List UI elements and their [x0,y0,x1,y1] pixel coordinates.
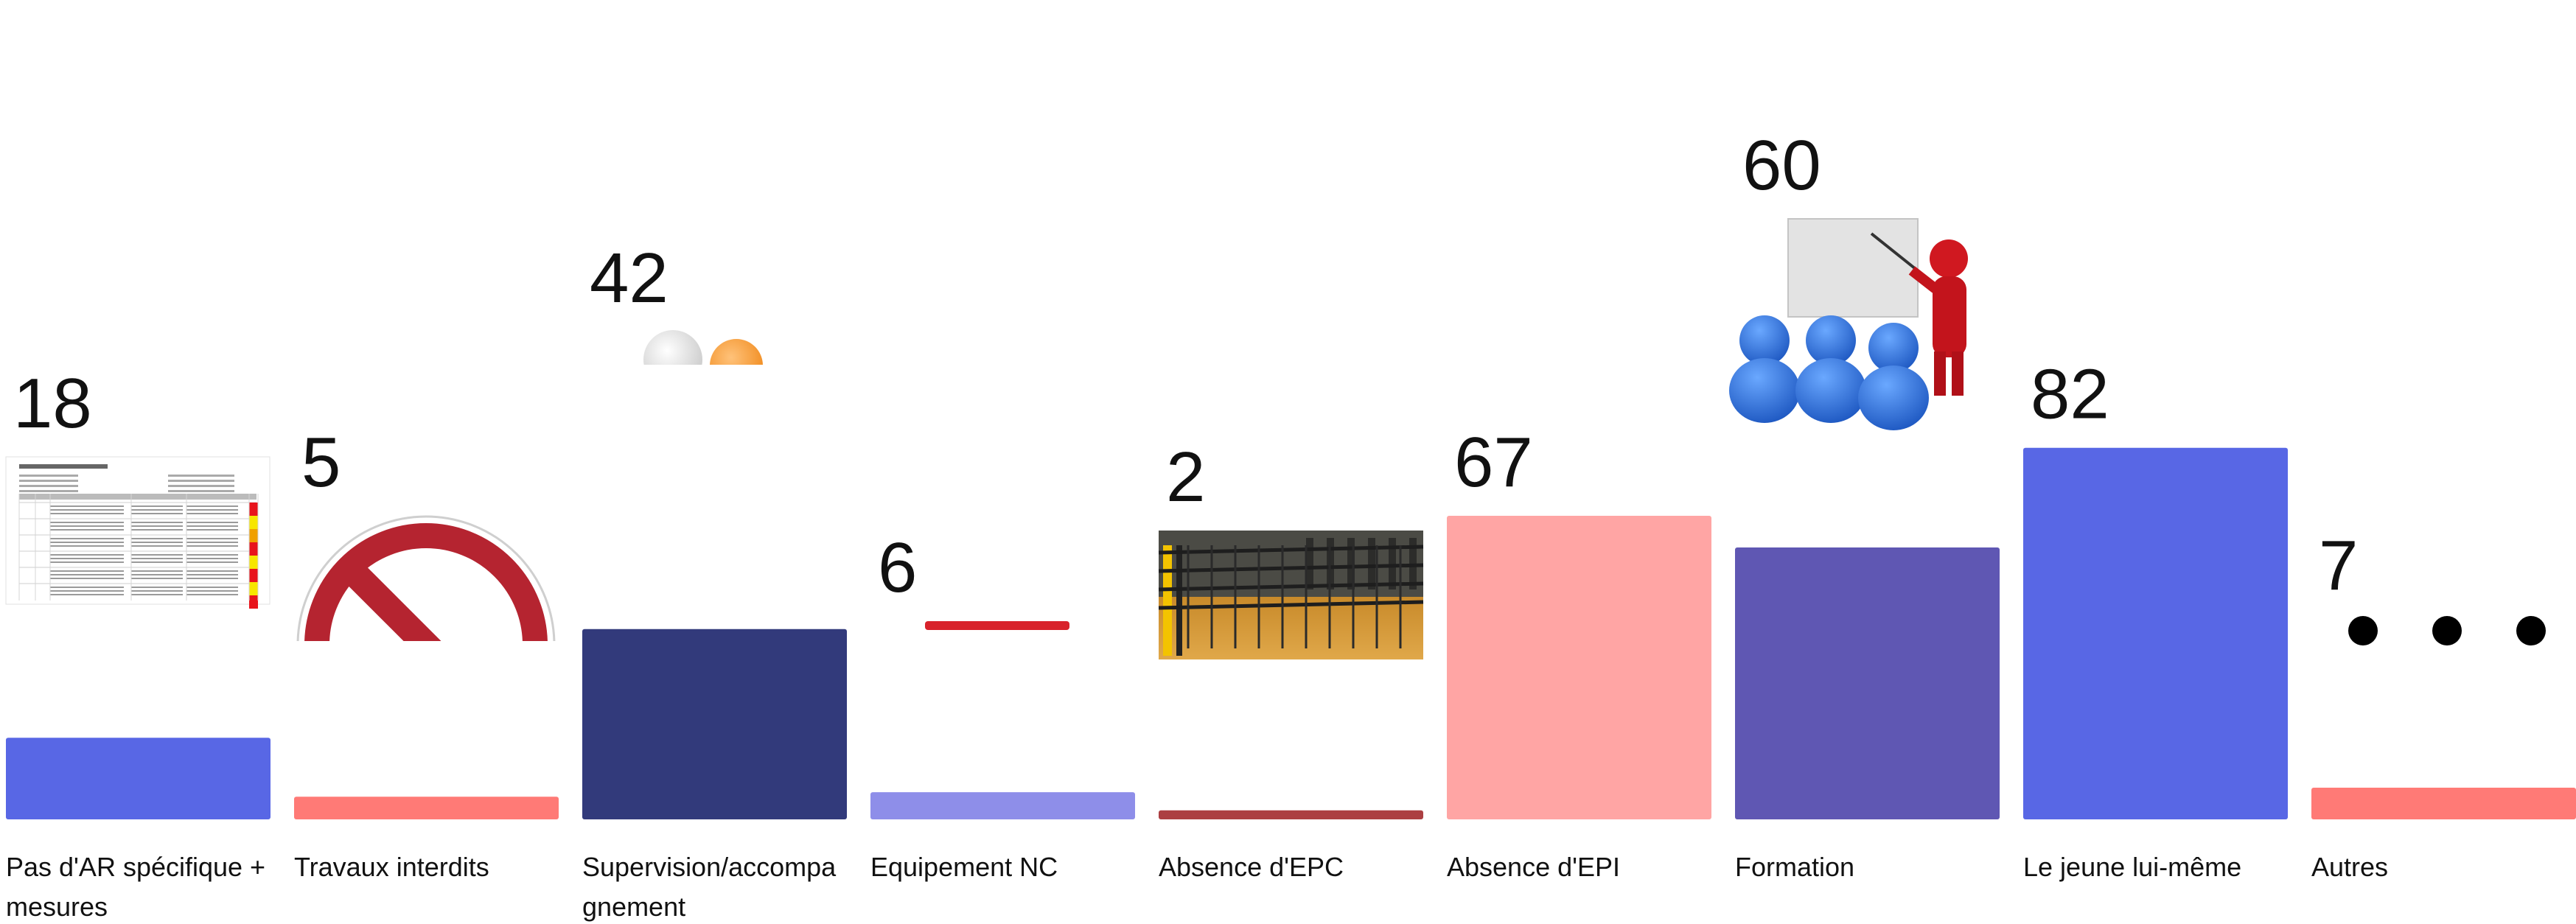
value-label-3: 42 [590,239,669,318]
category-label-2: Travaux interdits [294,852,489,882]
category-label-line: gnement [582,892,685,922]
category-label-line: Autres [2311,852,2388,882]
bar-1 [6,738,270,819]
category-label-4: Equipement NC [870,852,1058,882]
value-label-9: 7 [2319,526,2358,605]
category-label-8: Le jeune lui-même [2023,852,2241,882]
value-label-7: 60 [1742,126,1821,205]
ellipsis-icon [2348,616,2546,645]
red-stripe-icon [925,621,1069,630]
category-label-line: Le jeune lui-même [2023,852,2241,882]
category-label-line: Formation [1735,852,1854,882]
category-label-7: Formation [1735,852,1854,882]
bar-5 [1159,810,1423,819]
category-label-line: Supervision/accompa [582,852,837,882]
bar-7 [1735,547,2000,819]
bar-6 [1447,515,1711,819]
supervision-figures-icon [643,330,763,365]
training-presentation-icon [1729,218,2000,430]
category-label-6: Absence d'EPI [1447,852,1620,882]
bar-2 [294,797,559,819]
value-label-8: 82 [2031,355,2109,434]
value-label-2: 5 [301,423,341,502]
category-label-line: mesures [6,892,108,922]
category-label-9: Autres [2311,852,2388,882]
category-label-3: Supervision/accompa gnement [582,852,837,922]
prohibition-sign-icon [296,515,556,641]
value-label-4: 6 [878,528,917,607]
category-label-5: Absence d'EPC [1159,852,1344,882]
category-label-line: Pas d'AR spécifique + [6,852,265,882]
value-label-5: 2 [1166,438,1205,517]
bar-9 [2311,787,2576,819]
bar-8 [2023,447,2288,819]
category-label-line: Absence d'EPI [1447,852,1620,882]
bar-4 [870,792,1135,819]
category-label-1: Pas d'AR spécifique + mesures [6,852,265,922]
safety-railing-photo-icon [1158,531,1424,659]
value-label-1: 18 [13,364,92,443]
bar-3 [582,629,847,819]
category-label-line: Travaux interdits [294,852,489,882]
value-label-6: 67 [1454,423,1533,502]
category-label-line: Equipement NC [870,852,1058,882]
risk-assessment-document-icon [5,456,270,609]
category-label-line: Absence d'EPC [1159,852,1344,882]
